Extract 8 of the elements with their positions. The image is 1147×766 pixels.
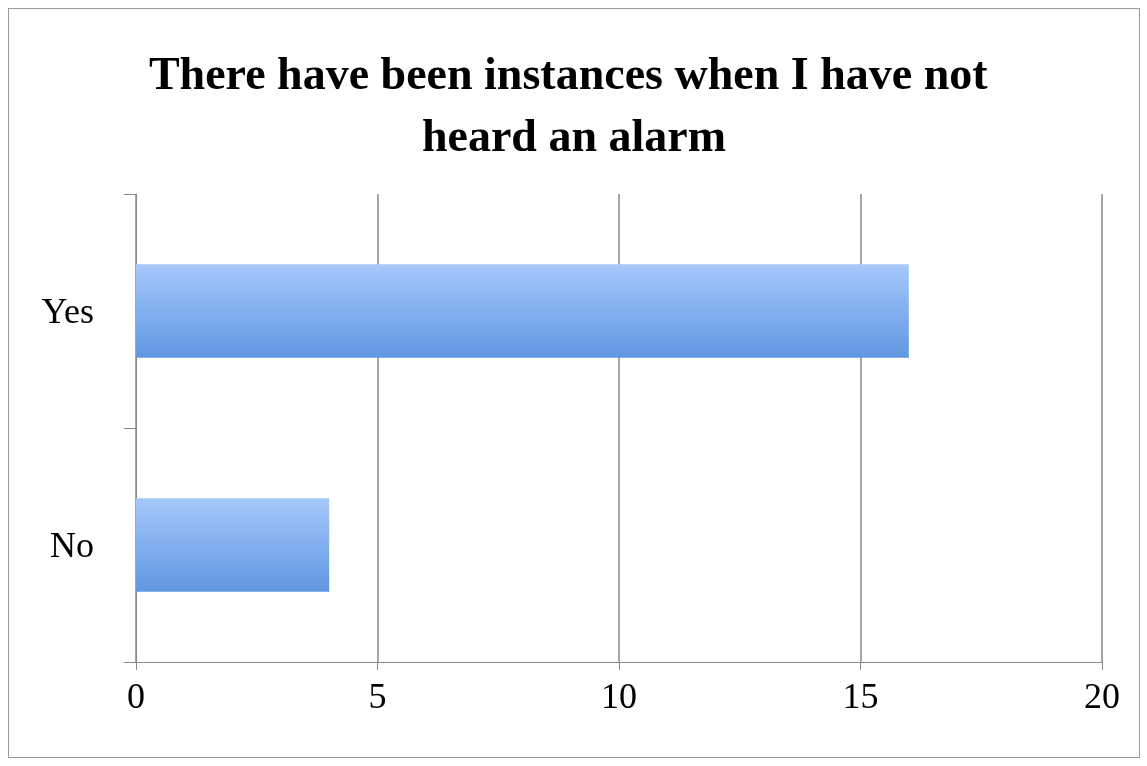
x-tick-label: 20 xyxy=(1084,676,1120,716)
y-tick-label: Yes xyxy=(41,291,94,331)
chart-title: There have been instances when I have not heard an alarm xyxy=(148,47,1000,161)
x-tick-label: 5 xyxy=(368,676,387,716)
y-tick-label: No xyxy=(50,525,94,565)
x-tick-label: 0 xyxy=(127,676,145,716)
x-tick-label: 15 xyxy=(842,676,879,716)
x-tick-label: 10 xyxy=(601,676,637,716)
